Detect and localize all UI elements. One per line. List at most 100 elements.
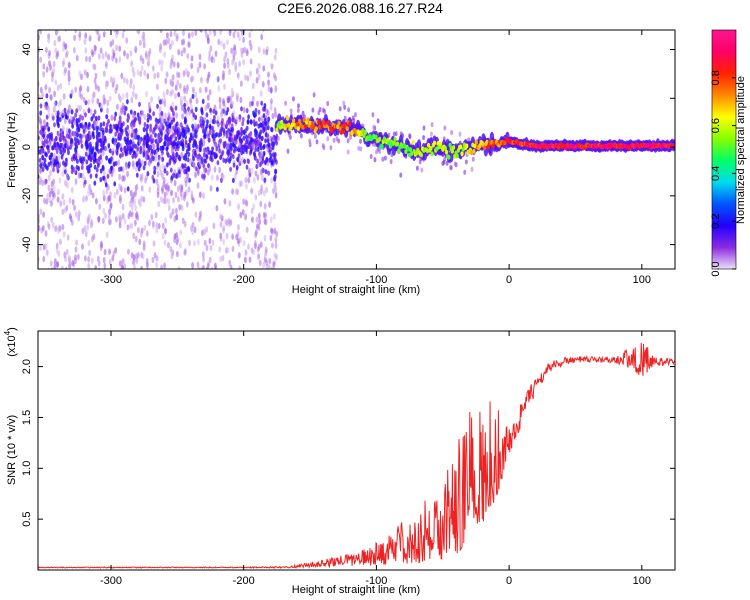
spectrogram-cell	[270, 98, 273, 105]
spectrogram-cell	[245, 49, 249, 57]
spectrogram-cell	[57, 154, 61, 161]
spectrogram-cell	[160, 264, 163, 269]
spectrogram-cell	[117, 93, 121, 100]
spectrogram-cell	[165, 189, 169, 196]
spectrogram-cell	[185, 201, 189, 208]
spectrogram-cell	[222, 238, 226, 245]
spectrogram-cell	[41, 154, 44, 160]
spectrogram-cell	[207, 102, 211, 109]
spectrogram-cell	[52, 167, 55, 173]
spectrogram-cell	[245, 134, 248, 140]
spectrogram-cell	[115, 44, 118, 51]
spectrogram-cell	[126, 52, 129, 60]
spectrogram-cell	[60, 154, 64, 160]
spectrogram-cell	[44, 243, 48, 250]
spectrogram-cell	[237, 203, 240, 210]
spectrogram-cell	[48, 196, 52, 204]
spectrogram-cell	[86, 216, 90, 223]
spectrogram-cell	[67, 254, 71, 261]
spectrogram-cell	[191, 31, 194, 38]
spectrogram-cell	[254, 107, 258, 113]
spectrogram-cell	[126, 170, 129, 178]
spectrogram-cell	[198, 155, 202, 163]
spectrogram-cell	[453, 161, 457, 167]
spectrogram-cell	[97, 215, 101, 223]
spectrogram-cell	[268, 201, 271, 208]
spectrogram-cell	[163, 239, 167, 246]
spectrogram-cell	[173, 154, 177, 161]
spectrogram-cell	[74, 86, 78, 93]
spectrogram-ridge-cell	[447, 154, 451, 160]
spectrogram-cell	[47, 37, 50, 44]
spectrogram-cell	[269, 104, 273, 111]
spectrogram-cell	[119, 194, 122, 201]
spectrogram-cell	[168, 43, 172, 50]
spectrogram-cell	[172, 110, 175, 116]
spectrogram-cell	[145, 230, 149, 237]
spectrogram-cell	[149, 123, 153, 129]
spectrogram-cell	[269, 216, 273, 223]
spectrogram-cell	[50, 267, 54, 269]
spectrogram-cell	[296, 108, 300, 113]
spectrogram-cell	[159, 43, 163, 50]
spectrogram-cell	[274, 168, 277, 174]
spectrogram-cell	[71, 199, 75, 206]
spectrogram-cell	[399, 172, 403, 178]
spectrogram-cell	[135, 183, 139, 190]
spectrogram-cell	[112, 52, 116, 59]
spectrogram-cell	[156, 142, 160, 148]
spectrogram-cell	[40, 148, 44, 156]
spectrogram-cell	[266, 125, 270, 131]
spectrogram-cell	[266, 133, 270, 139]
spectrogram-cell	[139, 70, 143, 78]
spectrogram-cell	[221, 149, 225, 156]
spectrogram-cell	[99, 126, 102, 132]
spectrogram-cell	[69, 115, 73, 123]
spectrogram-cell	[242, 58, 246, 66]
spectrogram-cell	[43, 197, 46, 205]
spectrogram-cell	[61, 208, 65, 215]
spectrogram-ridge-cell	[298, 118, 302, 124]
spectrogram-cell	[239, 236, 242, 243]
spectrogram-cell	[215, 132, 219, 138]
spectrogram-cell	[44, 230, 48, 237]
spectrogram-cell	[245, 164, 249, 170]
spectrogram-cell	[297, 103, 300, 109]
spectrogram-cell	[204, 104, 208, 112]
spectrogram-cell	[38, 225, 41, 232]
spectrogram-cell	[209, 156, 213, 162]
x-tick-label: 0	[506, 274, 512, 286]
spectrogram-ridge-cell	[427, 142, 431, 148]
spectrogram-ridge-cell	[287, 122, 291, 128]
spectrogram-cell	[103, 262, 107, 269]
x-tick-label: -200	[233, 575, 255, 587]
spectrogram-cell	[252, 203, 256, 210]
spectrogram-cell	[118, 183, 121, 190]
spectrogram-cell	[235, 95, 239, 103]
spectrogram-cell	[174, 92, 177, 100]
spectrogram-cell	[111, 150, 115, 156]
spectrogram-cell	[79, 157, 82, 163]
spectrogram-ridge-cell	[337, 120, 341, 126]
spectrogram-cell	[183, 220, 187, 228]
spectrogram-cell	[183, 108, 186, 115]
spectrogram-cell	[104, 145, 107, 152]
spectrogram-cell	[130, 60, 134, 67]
spectrogram-cell	[159, 145, 163, 151]
spectrogram-cell	[79, 84, 83, 92]
spectrogram-ridge-cell	[409, 147, 413, 153]
spectrogram-cell	[271, 135, 274, 142]
spectrogram-cell	[245, 144, 249, 151]
spectrogram-cell	[234, 61, 238, 68]
spectrogram-cell	[47, 161, 51, 167]
spectrogram-cell	[143, 134, 147, 141]
spectrogram-cell	[102, 207, 106, 215]
spectrogram-cell	[326, 101, 330, 106]
spectrogram-cell	[239, 211, 243, 219]
spectrogram-cell	[234, 49, 238, 56]
spectrogram-cell	[79, 114, 83, 121]
spectrogram-cell	[77, 172, 81, 179]
snr-background	[38, 331, 675, 570]
spectrogram-cell	[141, 253, 145, 260]
spectrogram-cell	[56, 116, 60, 122]
